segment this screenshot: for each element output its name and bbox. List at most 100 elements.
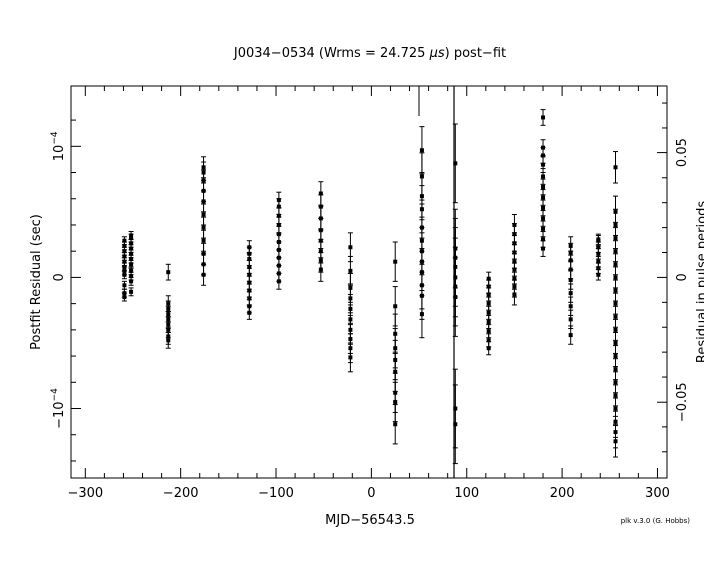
data-point xyxy=(166,270,171,275)
data-point xyxy=(201,212,206,217)
data-point xyxy=(276,232,281,237)
data-point xyxy=(453,246,458,251)
data-point xyxy=(129,279,134,284)
data-point xyxy=(318,191,323,196)
data-point xyxy=(596,259,601,264)
y-axis-label-left: Postfit Residual (sec) xyxy=(29,214,44,350)
data-point xyxy=(276,222,281,227)
x-tick-label: 200 xyxy=(550,486,575,501)
credit-text: plk v.3.0 (G. Hobbs) xyxy=(621,517,691,525)
data-point xyxy=(129,241,134,246)
x-tick-label: 0 xyxy=(367,486,375,501)
data-point xyxy=(568,291,573,296)
x-tick-label: 300 xyxy=(645,486,670,501)
data-point xyxy=(201,251,206,256)
data-point xyxy=(541,184,546,189)
data-point xyxy=(419,148,424,153)
data-point xyxy=(453,161,458,166)
data-point xyxy=(419,174,424,179)
x-tick-label: −200 xyxy=(163,486,199,501)
data-point xyxy=(453,406,458,411)
data-point xyxy=(201,225,206,230)
data-point xyxy=(122,264,127,269)
data-point xyxy=(129,289,134,294)
data-point xyxy=(512,222,517,227)
data-point xyxy=(247,245,252,250)
data-point xyxy=(247,264,252,269)
data-marks xyxy=(121,109,619,465)
data-point xyxy=(486,301,491,306)
data-point xyxy=(129,246,134,251)
chart-title-suffix: ) post−fit xyxy=(445,46,506,61)
data-point xyxy=(541,174,546,179)
x-tick-label: −300 xyxy=(67,486,103,501)
data-point xyxy=(247,304,252,309)
y-tick-label-left: 10−4 xyxy=(50,131,67,161)
data-point xyxy=(276,213,281,218)
data-point xyxy=(486,346,491,351)
data-point xyxy=(393,390,398,395)
data-point xyxy=(166,301,171,306)
tick-labels: −300 −200 −100 0 100 200 300 10−4 0 −10−4 0.05 0 −0.… xyxy=(50,131,690,501)
data-point xyxy=(486,310,491,315)
data-point xyxy=(247,296,252,301)
data-point xyxy=(201,238,206,243)
x-tick-label: 100 xyxy=(454,486,479,501)
data-point xyxy=(568,333,573,338)
data-point xyxy=(613,209,618,214)
data-point xyxy=(129,262,134,267)
data-point xyxy=(318,204,323,209)
data-point xyxy=(541,195,546,200)
x-tick-label: −100 xyxy=(258,486,294,501)
data-point xyxy=(596,251,601,256)
data-point xyxy=(122,254,127,259)
data-point xyxy=(348,268,353,273)
data-point xyxy=(393,259,398,264)
y-tick-label-right: 0 xyxy=(675,273,690,281)
data-point xyxy=(122,238,127,243)
y-axis-label-right: Residual in pulse periods xyxy=(695,201,704,363)
data-point xyxy=(541,205,546,210)
data-point xyxy=(247,280,252,285)
data-point xyxy=(613,165,618,170)
data-point xyxy=(541,237,546,242)
data-point xyxy=(596,245,601,250)
data-point xyxy=(486,292,491,297)
data-point xyxy=(129,233,134,238)
data-point xyxy=(541,226,546,231)
axis-ticks xyxy=(71,86,667,478)
y-tick-label-right: −0.05 xyxy=(675,382,690,422)
data-point xyxy=(201,165,206,170)
data-point xyxy=(596,237,601,242)
data-point xyxy=(393,331,398,336)
data-point xyxy=(122,259,127,264)
data-point xyxy=(122,243,127,248)
data-point xyxy=(129,251,134,256)
data-point xyxy=(276,198,281,203)
data-point xyxy=(486,319,491,324)
data-point xyxy=(122,291,127,296)
data-point xyxy=(393,304,398,309)
data-point xyxy=(568,243,573,248)
data-point xyxy=(122,249,127,254)
plot-frame xyxy=(70,85,668,479)
data-point xyxy=(247,288,252,293)
data-point xyxy=(486,329,491,334)
data-point xyxy=(122,283,127,288)
data-point xyxy=(541,145,546,150)
data-point xyxy=(348,285,353,290)
y-tick-label-right: 0.05 xyxy=(675,138,690,167)
x-axis-label: MJD−56543.5 xyxy=(325,513,415,528)
data-point xyxy=(541,162,546,167)
chart-title-prefix: J0034−0534 (Wrms = 24.725 xyxy=(233,46,430,61)
data-point xyxy=(129,274,134,279)
chart-title: J0034−0534 (Wrms = 24.725 μs) post−fit xyxy=(233,46,506,61)
data-point xyxy=(129,257,134,262)
data-point xyxy=(129,268,134,273)
data-point xyxy=(486,284,491,289)
data-point xyxy=(541,216,546,221)
y-tick-label-left: 0 xyxy=(52,273,67,281)
data-point xyxy=(348,245,353,250)
data-point xyxy=(393,422,398,427)
